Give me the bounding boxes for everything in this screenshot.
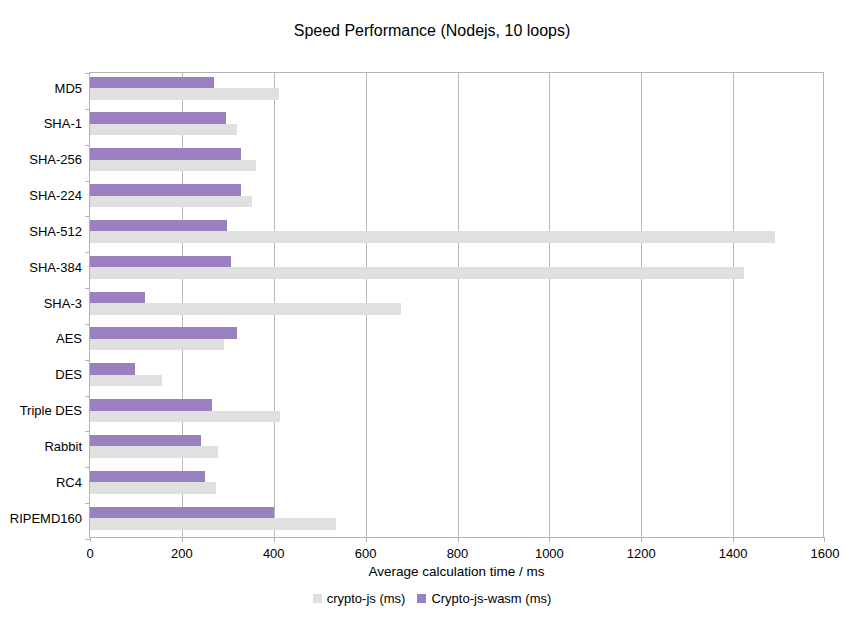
x-axis-tick (182, 537, 183, 542)
bar-crypto-js-wasm-ms (90, 399, 212, 411)
bar-crypto-js-ms (90, 446, 218, 458)
bar-crypto-js-ms (90, 88, 279, 100)
x-axis-tick (733, 537, 734, 542)
bar-crypto-js-wasm-ms (90, 77, 214, 89)
y-axis-tick (85, 181, 90, 182)
bar-crypto-js-ms (90, 231, 775, 243)
y-axis-label: SHA-1 (1, 116, 82, 132)
y-axis-tick (85, 145, 90, 146)
y-axis-label: MD5 (1, 81, 82, 97)
bar-chart: Speed Performance (Nodejs, 10 loops) 020… (0, 0, 864, 617)
x-axis-tick (824, 537, 825, 542)
x-tick-label: 1600 (795, 546, 855, 561)
bar-crypto-js-ms (90, 160, 256, 172)
y-axis-tick (85, 73, 90, 74)
legend-label: Crypto-js-wasm (ms) (431, 591, 551, 606)
y-axis-tick (85, 324, 90, 325)
x-tick-label: 1000 (519, 546, 579, 561)
legend-item: Crypto-js-wasm (ms) (417, 591, 551, 606)
y-axis-tick (85, 288, 90, 289)
legend-label: crypto-js (ms) (327, 591, 406, 606)
bar-crypto-js-wasm-ms (90, 112, 226, 124)
bar-crypto-js-ms (90, 267, 744, 279)
gridline (458, 73, 459, 537)
y-axis-tick (85, 539, 90, 540)
x-axis-tick (641, 537, 642, 542)
y-axis-label: SHA-256 (1, 152, 82, 168)
bar-crypto-js-ms (90, 196, 252, 208)
y-axis-label: Rabbit (1, 439, 82, 455)
x-tick-label: 400 (244, 546, 304, 561)
x-tick-label: 1200 (611, 546, 671, 561)
x-axis-tick (274, 537, 275, 542)
bar-crypto-js-ms (90, 518, 336, 530)
gridline (549, 73, 550, 537)
y-axis-tick (85, 396, 90, 397)
x-tick-label: 200 (152, 546, 212, 561)
gridline (733, 73, 734, 537)
bar-crypto-js-ms (90, 124, 237, 136)
x-axis-tick (366, 537, 367, 542)
x-tick-label: 600 (336, 546, 396, 561)
bar-crypto-js-wasm-ms (90, 184, 241, 196)
legend: crypto-js (ms) Crypto-js-wasm (ms) (0, 591, 864, 606)
y-axis-label: DES (1, 367, 82, 383)
bar-crypto-js-wasm-ms (90, 256, 231, 268)
y-axis-tick (85, 360, 90, 361)
x-axis-tick (90, 537, 91, 542)
y-axis-tick (85, 252, 90, 253)
x-axis-title: Average calculation time / ms (89, 564, 824, 579)
bar-crypto-js-ms (90, 375, 162, 387)
x-tick-label: 0 (60, 546, 120, 561)
legend-item: crypto-js (ms) (313, 591, 406, 606)
y-axis-tick (85, 216, 90, 217)
bar-crypto-js-wasm-ms (90, 507, 274, 519)
bar-crypto-js-wasm-ms (90, 435, 201, 447)
y-axis-label: SHA-512 (1, 224, 82, 240)
bar-crypto-js-ms (90, 339, 224, 351)
bar-crypto-js-wasm-ms (90, 327, 237, 339)
bar-crypto-js-wasm-ms (90, 292, 145, 304)
y-axis-label: SHA-224 (1, 188, 82, 204)
bar-crypto-js-wasm-ms (90, 220, 227, 232)
y-axis-tick (85, 503, 90, 504)
y-axis-label: RIPEMD160 (1, 511, 82, 527)
bar-crypto-js-wasm-ms (90, 471, 205, 483)
y-axis-tick (85, 109, 90, 110)
x-axis-tick (549, 537, 550, 542)
y-axis-tick (85, 467, 90, 468)
y-axis-label: AES (1, 331, 82, 347)
chart-title: Speed Performance (Nodejs, 10 loops) (0, 22, 864, 40)
bar-crypto-js-ms (90, 482, 216, 494)
bar-crypto-js-wasm-ms (90, 148, 241, 160)
y-axis-label: Triple DES (1, 403, 82, 419)
legend-swatch-icon (313, 594, 322, 603)
x-axis-tick (458, 537, 459, 542)
bar-crypto-js-ms (90, 411, 280, 423)
y-axis-label: SHA-384 (1, 260, 82, 276)
x-tick-label: 800 (428, 546, 488, 561)
bar-crypto-js-ms (90, 303, 401, 315)
legend-swatch-icon (417, 594, 426, 603)
gridline (641, 73, 642, 537)
x-tick-label: 1400 (703, 546, 763, 561)
y-axis-label: SHA-3 (1, 296, 82, 312)
plot-area: 02004006008001000120014001600MD5SHA-1SHA… (89, 72, 824, 538)
y-axis-tick (85, 431, 90, 432)
bar-crypto-js-wasm-ms (90, 363, 135, 375)
y-axis-label: RC4 (1, 475, 82, 491)
